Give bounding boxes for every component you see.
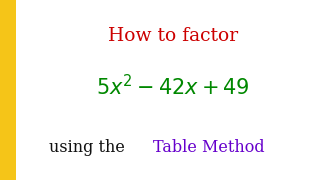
Text: $5x^{2} - 42x + 49$: $5x^{2} - 42x + 49$	[96, 74, 250, 99]
Text: How to factor: How to factor	[108, 27, 238, 45]
Text: using the: using the	[49, 139, 130, 156]
Text: Table Method: Table Method	[153, 139, 265, 156]
FancyBboxPatch shape	[0, 0, 16, 180]
